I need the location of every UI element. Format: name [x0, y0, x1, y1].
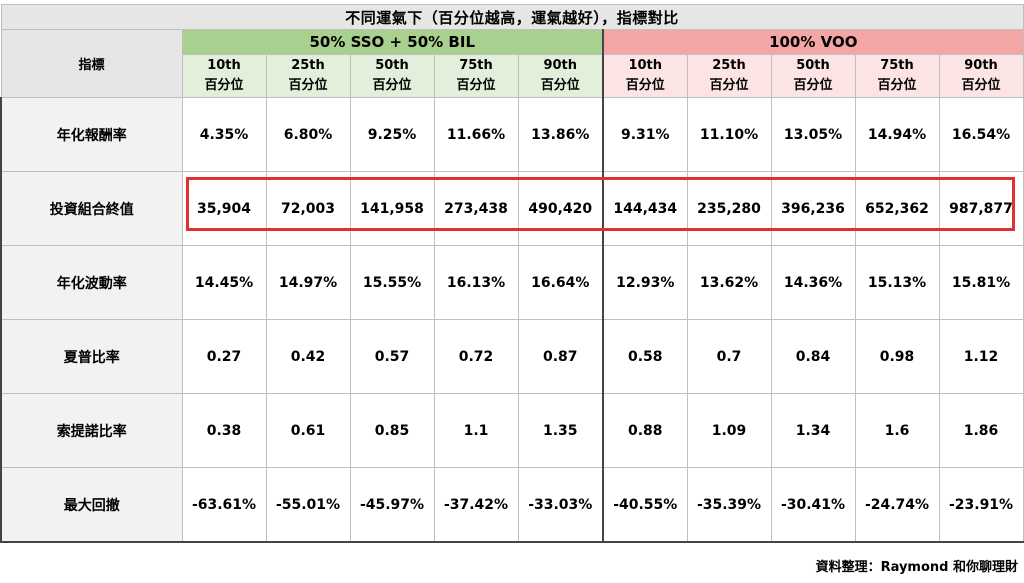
table-cell: 12.93% [602, 245, 688, 320]
percentile-header: 90th 百分位 [517, 54, 604, 98]
table-cell: -33.03% [517, 467, 604, 543]
table-cell: 141,958 [349, 171, 435, 246]
table-cell: 9.25% [349, 97, 435, 172]
table-cell: 1.1 [433, 393, 519, 468]
table-row: 夏普比率 0.27 0.42 0.57 0.72 0.87 0.58 0.7 0… [0, 319, 1024, 394]
row-label: 索提諾比率 [0, 393, 183, 468]
row-label: 年化波動率 [0, 245, 183, 320]
table-cell: 0.85 [349, 393, 435, 468]
table-cell: 6.80% [265, 97, 351, 172]
table-row: 年化波動率 14.45% 14.97% 15.55% 16.13% 16.64%… [0, 245, 1024, 320]
table-cell: 0.42 [265, 319, 351, 394]
table-cell: 13.62% [686, 245, 772, 320]
table-cell: 0.58 [602, 319, 688, 394]
table-cell: 0.98 [854, 319, 940, 394]
group-header-sso-bil: 50% SSO + 50% BIL [181, 29, 604, 55]
table-cell: 15.81% [938, 245, 1024, 320]
table-cell: -30.41% [770, 467, 856, 543]
table-cell: 4.35% [181, 97, 267, 172]
row-label: 年化報酬率 [0, 97, 183, 172]
table-cell: 0.57 [349, 319, 435, 394]
percentile-header: 25th 百分位 [265, 54, 351, 98]
percentile-header: 75th 百分位 [433, 54, 519, 98]
table-cell: -23.91% [938, 467, 1024, 543]
percentile-header: 10th 百分位 [181, 54, 267, 98]
table-cell: 9.31% [602, 97, 688, 172]
table-cell: 490,420 [517, 171, 604, 246]
percentile-header: 50th 百分位 [349, 54, 435, 98]
percentile-header-row: 10th 百分位 25th 百分位 50th 百分位 75th 百分位 90th 百分位 … [1, 54, 1024, 98]
table-cell: -55.01% [265, 467, 351, 543]
table-cell: 652,362 [854, 171, 940, 246]
table-cell: 1.6 [854, 393, 940, 468]
percentile-header: 90th 百分位 [938, 54, 1024, 98]
table-cell: 144,434 [602, 171, 688, 246]
table-cell: 14.36% [770, 245, 856, 320]
table-cell: 72,003 [265, 171, 351, 246]
source-credit: 資料整理：Raymond 和你聊理財 [815, 560, 1018, 575]
table-cell: 14.94% [854, 97, 940, 172]
table-title: 不同運氣下（百分位越高，運氣越好），指標對比 [0, 4, 1024, 30]
table-cell: -35.39% [686, 467, 772, 543]
table-row: 索提諾比率 0.38 0.61 0.85 1.1 1.35 0.88 1.09 … [0, 393, 1024, 468]
table-cell: 15.13% [854, 245, 940, 320]
percentile-header: 50th 百分位 [770, 54, 856, 98]
row-label: 夏普比率 [0, 319, 183, 394]
table-cell: 13.86% [517, 97, 604, 172]
table-cell: 1.34 [770, 393, 856, 468]
row-label: 投資組合終值 [0, 171, 183, 246]
percentile-header: 75th 百分位 [854, 54, 940, 98]
table-cell: 0.87 [517, 319, 604, 394]
table-cell: 1.09 [686, 393, 772, 468]
table-cell: 16.13% [433, 245, 519, 320]
table-cell: 0.84 [770, 319, 856, 394]
table-cell: 15.55% [349, 245, 435, 320]
table-cell: 0.88 [602, 393, 688, 468]
table-row: 最大回撤 -63.61% -55.01% -45.97% -37.42% -33… [0, 467, 1024, 543]
table-cell: 273,438 [433, 171, 519, 246]
table-cell: 35,904 [181, 171, 267, 246]
table-cell: 14.97% [265, 245, 351, 320]
table-cell: 11.66% [433, 97, 519, 172]
table-cell: 13.05% [770, 97, 856, 172]
table-cell: 0.7 [686, 319, 772, 394]
table-cell: -63.61% [181, 467, 267, 543]
percentile-header: 25th 百分位 [686, 54, 772, 98]
table-row: 投資組合終值 35,904 72,003 141,958 273,438 490… [0, 171, 1024, 246]
table-cell: 16.54% [938, 97, 1024, 172]
table-cell: 0.61 [265, 393, 351, 468]
table-cell: 1.86 [938, 393, 1024, 468]
comparison-table: 不同運氣下（百分位越高，運氣越好），指標對比 指標 50% SSO + 50% … [0, 4, 1024, 543]
row-label: 最大回撤 [0, 467, 183, 543]
table-cell: 0.38 [181, 393, 267, 468]
table-cell: 235,280 [686, 171, 772, 246]
table-cell: -37.42% [433, 467, 519, 543]
table-cell: 11.10% [686, 97, 772, 172]
percentile-header: 10th 百分位 [602, 54, 688, 98]
table-cell: 396,236 [770, 171, 856, 246]
table-cell: 987,877 [938, 171, 1024, 246]
table-cell: -45.97% [349, 467, 435, 543]
table-cell: -24.74% [854, 467, 940, 543]
table-cell: 16.64% [517, 245, 604, 320]
table-cell: 14.45% [181, 245, 267, 320]
metric-column-header: 指標 [0, 29, 183, 98]
table-cell: 0.72 [433, 319, 519, 394]
table-cell: -40.55% [602, 467, 688, 543]
table-row: 年化報酬率 4.35% 6.80% 9.25% 11.66% 13.86% 9.… [0, 97, 1024, 172]
group-header-voo: 100% VOO [602, 29, 1024, 55]
table-cell: 1.35 [517, 393, 604, 468]
table-cell: 0.27 [181, 319, 267, 394]
table-cell: 1.12 [938, 319, 1024, 394]
